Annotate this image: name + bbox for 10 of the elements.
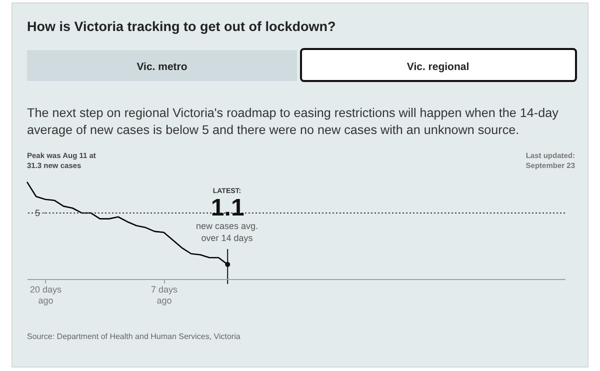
x-tick-label: 20 days ago xyxy=(30,284,62,306)
text: Vic. regional xyxy=(406,61,470,73)
chart-subtitle: The next step on regional Victoria's roadmap to easing restrictions will happen when the 14-day average of new cases is below 5 and there were no new cases with an unknown source. xyxy=(27,106,560,138)
annotation: 5 xyxy=(34,208,40,218)
annotation: 1.1 xyxy=(210,194,244,222)
text: Vic. metro xyxy=(136,61,188,73)
source-note: Source: Department of Health and Human Services, Victoria xyxy=(27,332,241,341)
x-tick-label: 7 days ago xyxy=(151,284,178,306)
chart-title: How is Victoria tracking to get out of lockdown? xyxy=(27,19,336,34)
annotation: new cases avg. over 14 days xyxy=(196,221,258,244)
